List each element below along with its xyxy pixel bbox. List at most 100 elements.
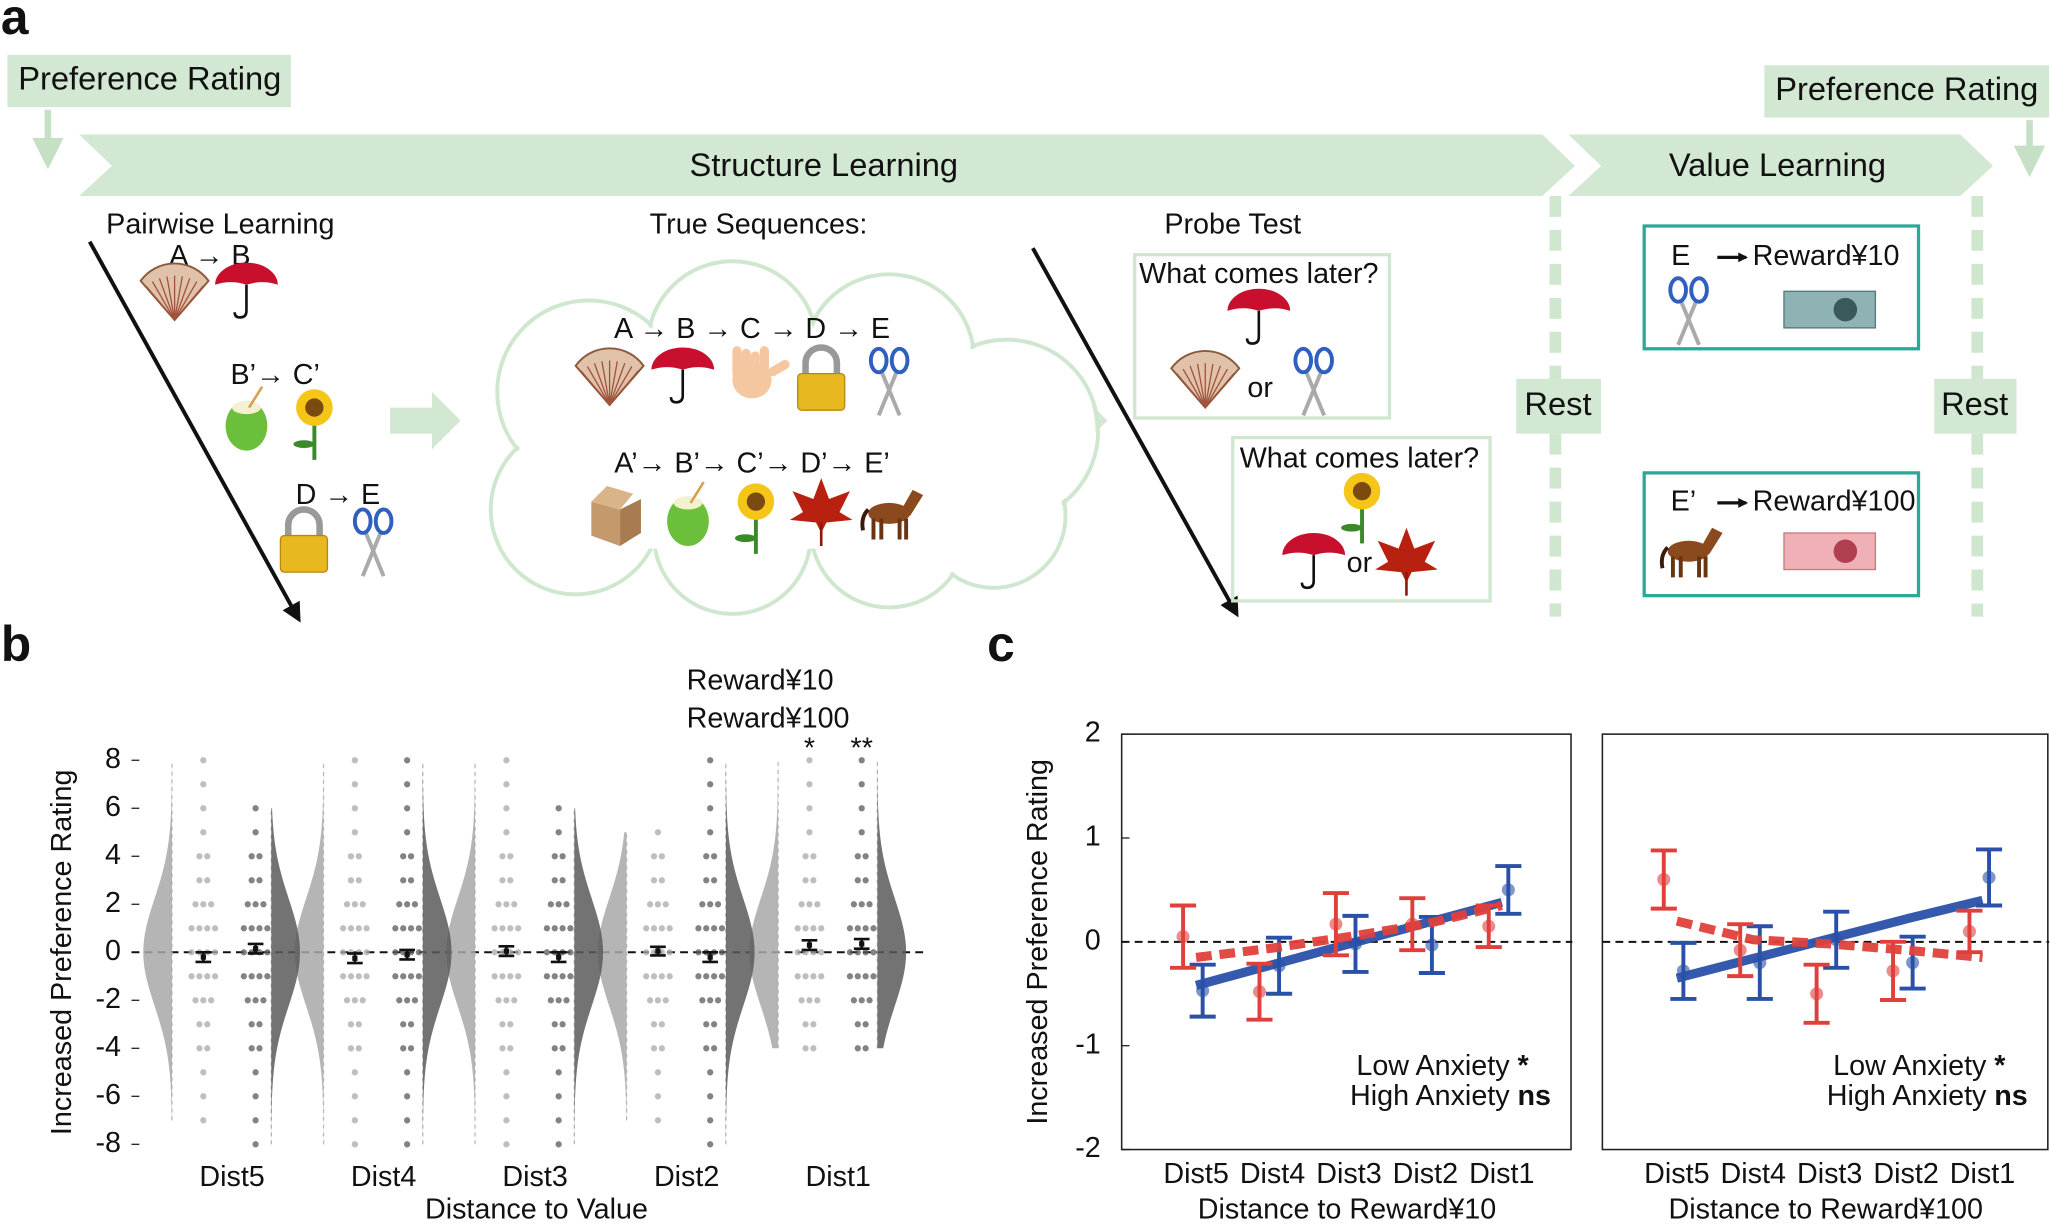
- dot: [204, 1021, 211, 1028]
- dot: [654, 901, 662, 908]
- y-axis-label: Increased Preference Rating: [1022, 759, 1054, 1125]
- dot: [248, 877, 255, 884]
- point: [1425, 938, 1439, 952]
- dot: [503, 997, 510, 1004]
- y-tick-label: 0: [105, 935, 121, 967]
- rib: [1189, 365, 1206, 408]
- dot: [643, 925, 650, 932]
- dot: [491, 949, 498, 956]
- dot: [654, 1093, 662, 1100]
- point: [1733, 943, 1747, 957]
- finger: [750, 351, 760, 383]
- scissors: [352, 507, 394, 577]
- dot: [703, 853, 710, 860]
- side: [620, 499, 641, 547]
- dot: [204, 853, 211, 860]
- legend-entry: High Anxiety: [1827, 1080, 1987, 1112]
- shell: [225, 401, 268, 451]
- rib: [145, 285, 176, 321]
- legend-entry: High Anxiety: [1350, 1080, 1510, 1112]
- dot: [559, 853, 566, 860]
- rib: [174, 285, 204, 321]
- dot: [248, 853, 255, 860]
- dot: [699, 997, 706, 1004]
- dot: [244, 901, 251, 908]
- dot: [806, 805, 813, 812]
- dot: [396, 901, 403, 908]
- dot: [204, 1045, 211, 1052]
- shackle: [284, 506, 323, 539]
- dot: [407, 853, 415, 860]
- dot: [359, 901, 366, 908]
- rib: [173, 276, 183, 321]
- dot: [196, 925, 203, 932]
- dot: [491, 973, 498, 980]
- reward-box: [1642, 471, 1921, 598]
- banknote: [1783, 532, 1877, 571]
- dot: [347, 925, 355, 932]
- point: [1272, 959, 1286, 973]
- scissors: [1668, 276, 1709, 346]
- neck: [902, 489, 924, 516]
- dot: [707, 829, 714, 836]
- dot: [666, 973, 673, 980]
- point: [1753, 956, 1767, 970]
- dot: [192, 997, 199, 1004]
- dot: [503, 1141, 510, 1148]
- dot: [503, 901, 510, 908]
- finger: [759, 346, 769, 378]
- shape: [651, 347, 715, 370]
- dot: [208, 901, 215, 908]
- section-title: True Sequences:: [650, 209, 868, 241]
- blade: [876, 370, 899, 417]
- point: [1962, 924, 1976, 938]
- dot: [862, 853, 869, 860]
- y-tick-label: 2: [105, 887, 121, 919]
- dot: [718, 973, 726, 980]
- dot: [204, 877, 211, 884]
- mean: [503, 948, 510, 954]
- dot: [654, 997, 662, 1004]
- dot: [248, 1045, 255, 1052]
- rest: Rest: [1941, 385, 2008, 422]
- shell: [667, 496, 709, 547]
- question: What comes later?: [1240, 442, 1479, 474]
- dot: [658, 973, 665, 980]
- dot: [211, 925, 219, 932]
- panel-label: a: [1, 0, 29, 45]
- dot: [208, 997, 215, 1004]
- dot: [658, 925, 665, 932]
- rib: [609, 366, 633, 406]
- dot: [854, 853, 861, 860]
- dot: [260, 997, 267, 1004]
- dot: [802, 877, 809, 884]
- dot: [567, 925, 574, 932]
- violin: [294, 760, 324, 1145]
- dot: [351, 1093, 359, 1100]
- reward-label: Reward¥100: [1753, 486, 1916, 518]
- x-axis-label: Distance to Value: [425, 1194, 648, 1224]
- dot: [703, 973, 710, 980]
- icons: [139, 262, 1877, 596]
- ring: [868, 346, 889, 375]
- dot: [714, 901, 722, 908]
- dot: [503, 1069, 510, 1076]
- dot: [555, 1093, 562, 1100]
- dot: [854, 877, 861, 884]
- dot: [547, 901, 554, 908]
- mean: [806, 942, 813, 948]
- umbrella: [1282, 532, 1346, 590]
- block-arrow: [390, 391, 461, 450]
- mean: [352, 955, 358, 961]
- dot: [806, 901, 813, 908]
- x-tick-label: Dist5: [199, 1161, 264, 1193]
- dot: [650, 973, 658, 980]
- dot: [355, 853, 362, 860]
- y-tick-label: 0: [1085, 924, 1101, 956]
- dot: [256, 1045, 263, 1052]
- dot: [555, 1069, 562, 1076]
- paper: [1783, 532, 1877, 571]
- point: [1348, 937, 1363, 951]
- dot: [806, 829, 813, 836]
